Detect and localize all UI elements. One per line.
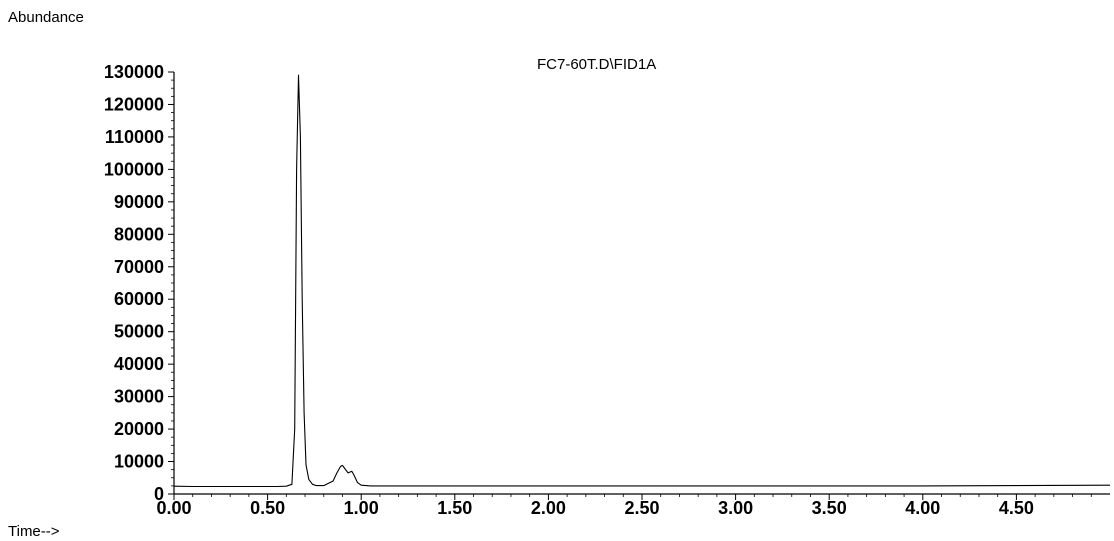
y-tick-label: 50000: [114, 322, 164, 342]
y-tick-label: 70000: [114, 257, 164, 277]
plot-area: [173, 74, 1111, 488]
series-line: [173, 74, 1111, 488]
y-tick-label: 30000: [114, 387, 164, 407]
y-tick-label: 0: [154, 484, 164, 504]
x-tick-label: 0.50: [250, 498, 285, 518]
y-tick-label: 10000: [114, 452, 164, 472]
y-tick-label: 100000: [104, 159, 164, 179]
x-tick-label: 4.00: [905, 498, 940, 518]
x-tick-label: 2.00: [531, 498, 566, 518]
x-tick-label: 2.50: [624, 498, 659, 518]
x-tick-label: 4.50: [999, 498, 1034, 518]
y-tick-label: 90000: [114, 192, 164, 212]
y-tick-label: 110000: [105, 127, 164, 147]
y-tick-label: 130000: [104, 62, 164, 82]
y-tick-label: 120000: [104, 94, 164, 114]
x-tick-label: 1.00: [344, 498, 379, 518]
x-tick-label: 1.50: [437, 498, 472, 518]
x-tick-label: 0.00: [156, 498, 191, 518]
chart-title: FC7-60T.D\FID1A: [537, 56, 656, 73]
x-tick-label: 3.00: [718, 498, 753, 518]
axes: [173, 72, 1110, 495]
x-tick-label: 3.50: [812, 498, 847, 518]
y-ticks: 0 10000 20000 30000 40000 50000 60000 70000 8000…: [104, 62, 174, 504]
y-tick-label: 80000: [114, 224, 164, 244]
y-tick-label: 20000: [114, 419, 164, 439]
x-axis-label: Time-->: [8, 523, 60, 540]
y-tick-label: 60000: [114, 289, 164, 309]
y-tick-label: 40000: [114, 354, 164, 374]
y-axis-label: Abundance: [8, 9, 84, 26]
x-ticks: 0.00 0.50 1.00 1.50 2.00 2.50 3.00 3.50 4.00 4.50: [156, 494, 1092, 518]
